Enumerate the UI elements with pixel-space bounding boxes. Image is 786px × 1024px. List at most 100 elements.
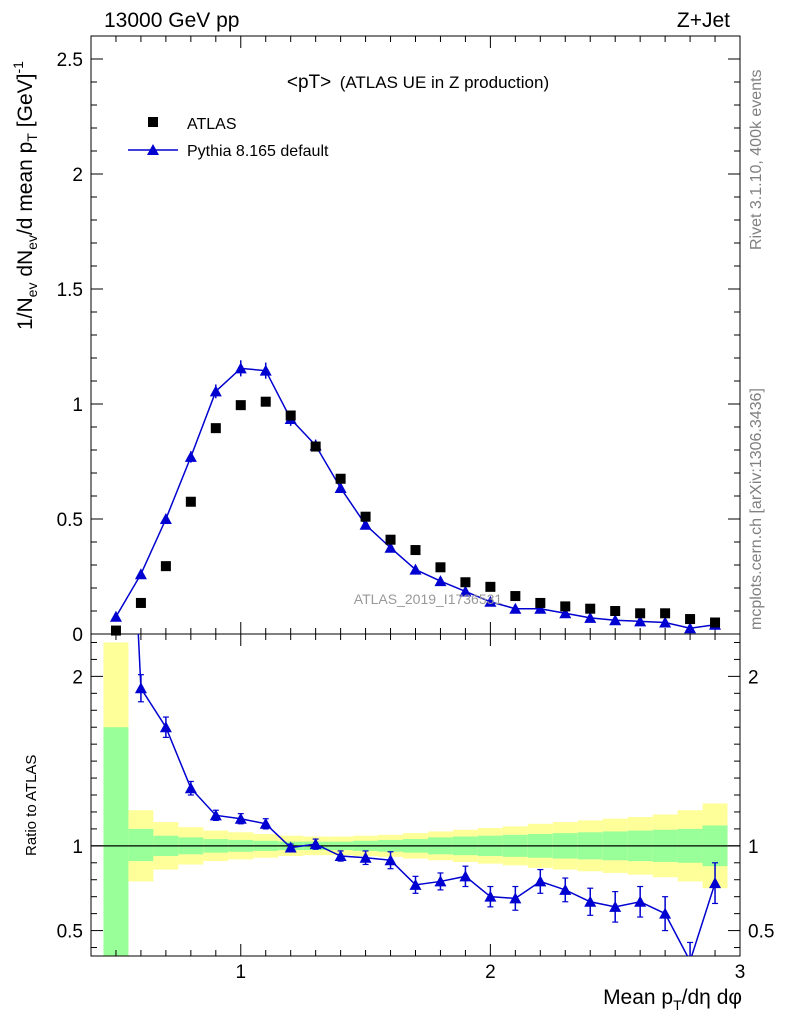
atlas-data-point bbox=[610, 606, 621, 616]
atlas-data-point bbox=[435, 562, 446, 573]
pythia-ratio-point bbox=[509, 892, 522, 904]
pythia-ratio-point bbox=[459, 870, 472, 882]
data-marks bbox=[109, 162, 722, 956]
pythia-ratio-point bbox=[484, 890, 497, 902]
atlas-data-point bbox=[235, 400, 246, 411]
plot-title: <pT> (ATLAS UE in Z production) bbox=[287, 72, 549, 93]
main-y-tick-label: 0 bbox=[72, 625, 83, 646]
pythia-ratio-point bbox=[309, 838, 322, 850]
ratio-y-tick-label-right: 2 bbox=[748, 667, 759, 688]
pythia-ratio-point bbox=[709, 877, 722, 889]
pythia-ratio-point bbox=[284, 841, 297, 853]
pythia-main-point bbox=[259, 364, 272, 376]
atlas-data-point bbox=[685, 614, 696, 625]
plot-title-main: <pT> bbox=[287, 72, 331, 93]
pythia-ratio-point bbox=[634, 895, 647, 907]
pythia-main-point bbox=[634, 615, 647, 627]
pythia-ratio-point bbox=[689, 955, 691, 956]
atlas-data-point bbox=[410, 545, 421, 556]
pythia-main-point bbox=[384, 541, 397, 553]
pythia-ratio-point bbox=[359, 851, 372, 863]
atlas-data-point bbox=[210, 423, 221, 434]
pythia-main-point bbox=[459, 585, 472, 597]
ratio-y-tick-label: 0.5 bbox=[57, 922, 83, 943]
legend-label-pythia: Pythia 8.165 default bbox=[187, 143, 329, 160]
pythia-main-point bbox=[409, 563, 422, 575]
pythia-main-point bbox=[184, 450, 197, 462]
atlas-data-point bbox=[110, 625, 121, 636]
ratio-uncertainty-bands bbox=[91, 642, 740, 956]
pythia-main-point bbox=[559, 607, 572, 619]
atlas-data-point bbox=[135, 597, 146, 608]
axes: 00.511.522.51 2 30.5 0.51 12 2 bbox=[57, 35, 774, 983]
pythia-main-point bbox=[234, 362, 247, 374]
legend-marker-pythia bbox=[147, 144, 159, 155]
pythia-ratio-point bbox=[384, 854, 397, 866]
atlas-data-point bbox=[710, 617, 721, 628]
header-energy-label: 13000 GeV pp bbox=[104, 9, 239, 32]
pythia-main-point bbox=[584, 611, 597, 623]
mcplots-reference-label: mcplots.cern.ch [arXiv:1306.3436] bbox=[748, 388, 765, 630]
pythia-ratio-point bbox=[434, 875, 447, 887]
x-axis-title: Mean pT/dη dφ bbox=[603, 986, 742, 1013]
pythia-ratio-point bbox=[409, 878, 422, 890]
plot-title-paren: (ATLAS UE in Z production) bbox=[340, 73, 549, 92]
atlas-data-point bbox=[660, 608, 671, 619]
ratio-y-tick-label: 1 bbox=[72, 837, 83, 858]
x-tick-label: 3 bbox=[735, 962, 746, 983]
ratio-marks bbox=[110, 162, 722, 956]
band-inner-bin bbox=[103, 727, 129, 956]
ratio-y-tick-label-right: 1 bbox=[748, 837, 759, 858]
band-inner-bin bbox=[128, 828, 154, 862]
main-y-tick-label: 2 bbox=[72, 165, 83, 186]
legend: ATLAS Pythia 8.165 default bbox=[128, 116, 329, 160]
pythia-ratio-point bbox=[159, 721, 172, 733]
atlas-data-point bbox=[635, 608, 646, 619]
legend-marker-atlas bbox=[148, 117, 158, 127]
pythia-main-point bbox=[534, 602, 547, 614]
atlas-data-point bbox=[560, 601, 571, 612]
pythia-ratio-point bbox=[134, 682, 147, 694]
pythia-ratio-point bbox=[234, 812, 247, 824]
main-y-tick-label: 1 bbox=[72, 395, 83, 416]
x-tick-label: 2 bbox=[485, 962, 496, 983]
pythia-ratio-point bbox=[184, 782, 197, 794]
pythia-main-point bbox=[109, 610, 122, 622]
atlas-data-point bbox=[460, 577, 471, 588]
header-process-label: Z+Jet bbox=[677, 9, 730, 32]
pythia-ratio-point bbox=[609, 900, 622, 912]
ratio-y-tick-label-right: 0.5 bbox=[748, 922, 774, 943]
atlas-data-point bbox=[260, 396, 271, 407]
pythia-ratio-point bbox=[334, 850, 347, 862]
atlas-data-point bbox=[335, 473, 346, 484]
x-tick-label: 1 bbox=[235, 962, 246, 983]
pythia-ratio-point bbox=[110, 162, 122, 173]
pythia-main-point bbox=[434, 575, 447, 587]
atlas-data-point bbox=[485, 581, 496, 592]
pythia-main-point bbox=[159, 513, 172, 524]
rivet-version-label: Rivet 3.1.10, 400k events bbox=[748, 69, 765, 250]
atlas-data-point bbox=[360, 511, 371, 522]
atlas-data-point bbox=[510, 591, 521, 602]
main-y-tick-label: 0.5 bbox=[57, 510, 83, 531]
main-y-tick-label: 2.5 bbox=[57, 50, 83, 71]
pythia-main-point bbox=[134, 568, 147, 580]
pythia-ratio-point bbox=[259, 817, 272, 829]
atlas-data-point bbox=[535, 597, 546, 608]
pythia-main-point bbox=[509, 602, 522, 614]
analysis-watermark: ATLAS_2019_I1736531 bbox=[354, 591, 503, 607]
atlas-data-point bbox=[310, 441, 321, 452]
pythia-ratio-point bbox=[559, 883, 572, 895]
pythia-main-point bbox=[609, 614, 622, 626]
ratio-y-tick-label: 2 bbox=[72, 667, 83, 688]
pythia-ratio-point bbox=[534, 875, 547, 887]
pythia-main-line bbox=[115, 367, 716, 630]
pythia-main-point bbox=[209, 385, 222, 397]
pythia-main-point bbox=[359, 518, 372, 530]
pythia-main-point bbox=[334, 481, 347, 493]
pythia-main-point bbox=[684, 622, 697, 634]
ratio-y-axis-title: Ratio to ATLAS bbox=[23, 755, 40, 856]
atlas-data-point bbox=[585, 603, 596, 614]
main-y-tick-label: 1.5 bbox=[57, 280, 83, 301]
